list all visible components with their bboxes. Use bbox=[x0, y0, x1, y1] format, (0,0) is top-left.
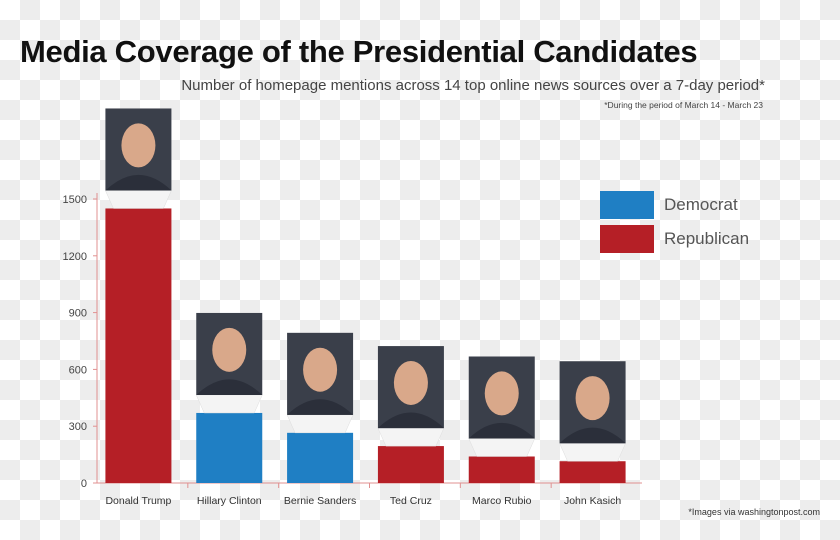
candidate-face bbox=[303, 347, 338, 392]
photo-callout bbox=[195, 394, 263, 414]
candidate-face bbox=[393, 360, 428, 405]
candidate-face bbox=[575, 376, 610, 421]
candidate-shoulders bbox=[287, 399, 354, 415]
x-tick-label: John Kasich bbox=[564, 495, 621, 507]
y-tick-label: 0 bbox=[81, 478, 87, 490]
candidate-shoulders bbox=[105, 174, 172, 191]
x-tick-label: Marco Rubio bbox=[472, 495, 532, 507]
bar bbox=[468, 456, 535, 483]
x-tick-label: Hillary Clinton bbox=[197, 495, 262, 507]
x-tick-label: Bernie Sanders bbox=[284, 495, 356, 507]
y-tick-label: 1200 bbox=[63, 251, 87, 263]
bar bbox=[105, 208, 172, 483]
y-tick-label: 300 bbox=[69, 421, 87, 433]
y-tick-label: 600 bbox=[69, 364, 87, 376]
legend-item-democrat: Democrat bbox=[600, 188, 749, 222]
candidate-shoulders bbox=[377, 412, 444, 429]
legend: Democrat Republican bbox=[600, 188, 749, 256]
legend-label: Republican bbox=[664, 229, 750, 248]
candidate-shoulders bbox=[196, 379, 263, 395]
legend-swatch-republican bbox=[600, 225, 654, 253]
photo-callout bbox=[468, 438, 536, 457]
candidate-shoulders bbox=[468, 422, 535, 439]
image-credit: *Images via washingtonpost.com bbox=[688, 507, 820, 517]
date-note: *During the period of March 14 - March 2… bbox=[604, 100, 763, 110]
chart-subtitle: Number of homepage mentions across 14 to… bbox=[181, 77, 765, 94]
photo-callout bbox=[377, 427, 445, 447]
legend-swatch-democrat bbox=[600, 191, 654, 219]
legend-label: Democrat bbox=[664, 195, 738, 214]
photo-callout bbox=[559, 442, 626, 462]
y-tick-label: 1500 bbox=[63, 194, 87, 206]
candidate-face bbox=[484, 371, 519, 416]
photo-callout bbox=[105, 190, 172, 209]
candidate-face bbox=[212, 327, 247, 372]
photo-callout bbox=[286, 414, 354, 434]
candidate-face bbox=[121, 123, 156, 168]
bar bbox=[377, 446, 444, 483]
y-tick-label: 900 bbox=[69, 308, 87, 320]
x-tick-label: Ted Cruz bbox=[390, 495, 432, 507]
candidate-shoulders bbox=[559, 427, 626, 444]
bar bbox=[287, 432, 354, 483]
chart-title: Media Coverage of the Presidential Candi… bbox=[20, 34, 698, 69]
x-tick-label: Donald Trump bbox=[105, 495, 171, 507]
bar bbox=[196, 412, 263, 483]
bar bbox=[559, 461, 626, 483]
legend-item-republican: Republican bbox=[600, 222, 749, 256]
